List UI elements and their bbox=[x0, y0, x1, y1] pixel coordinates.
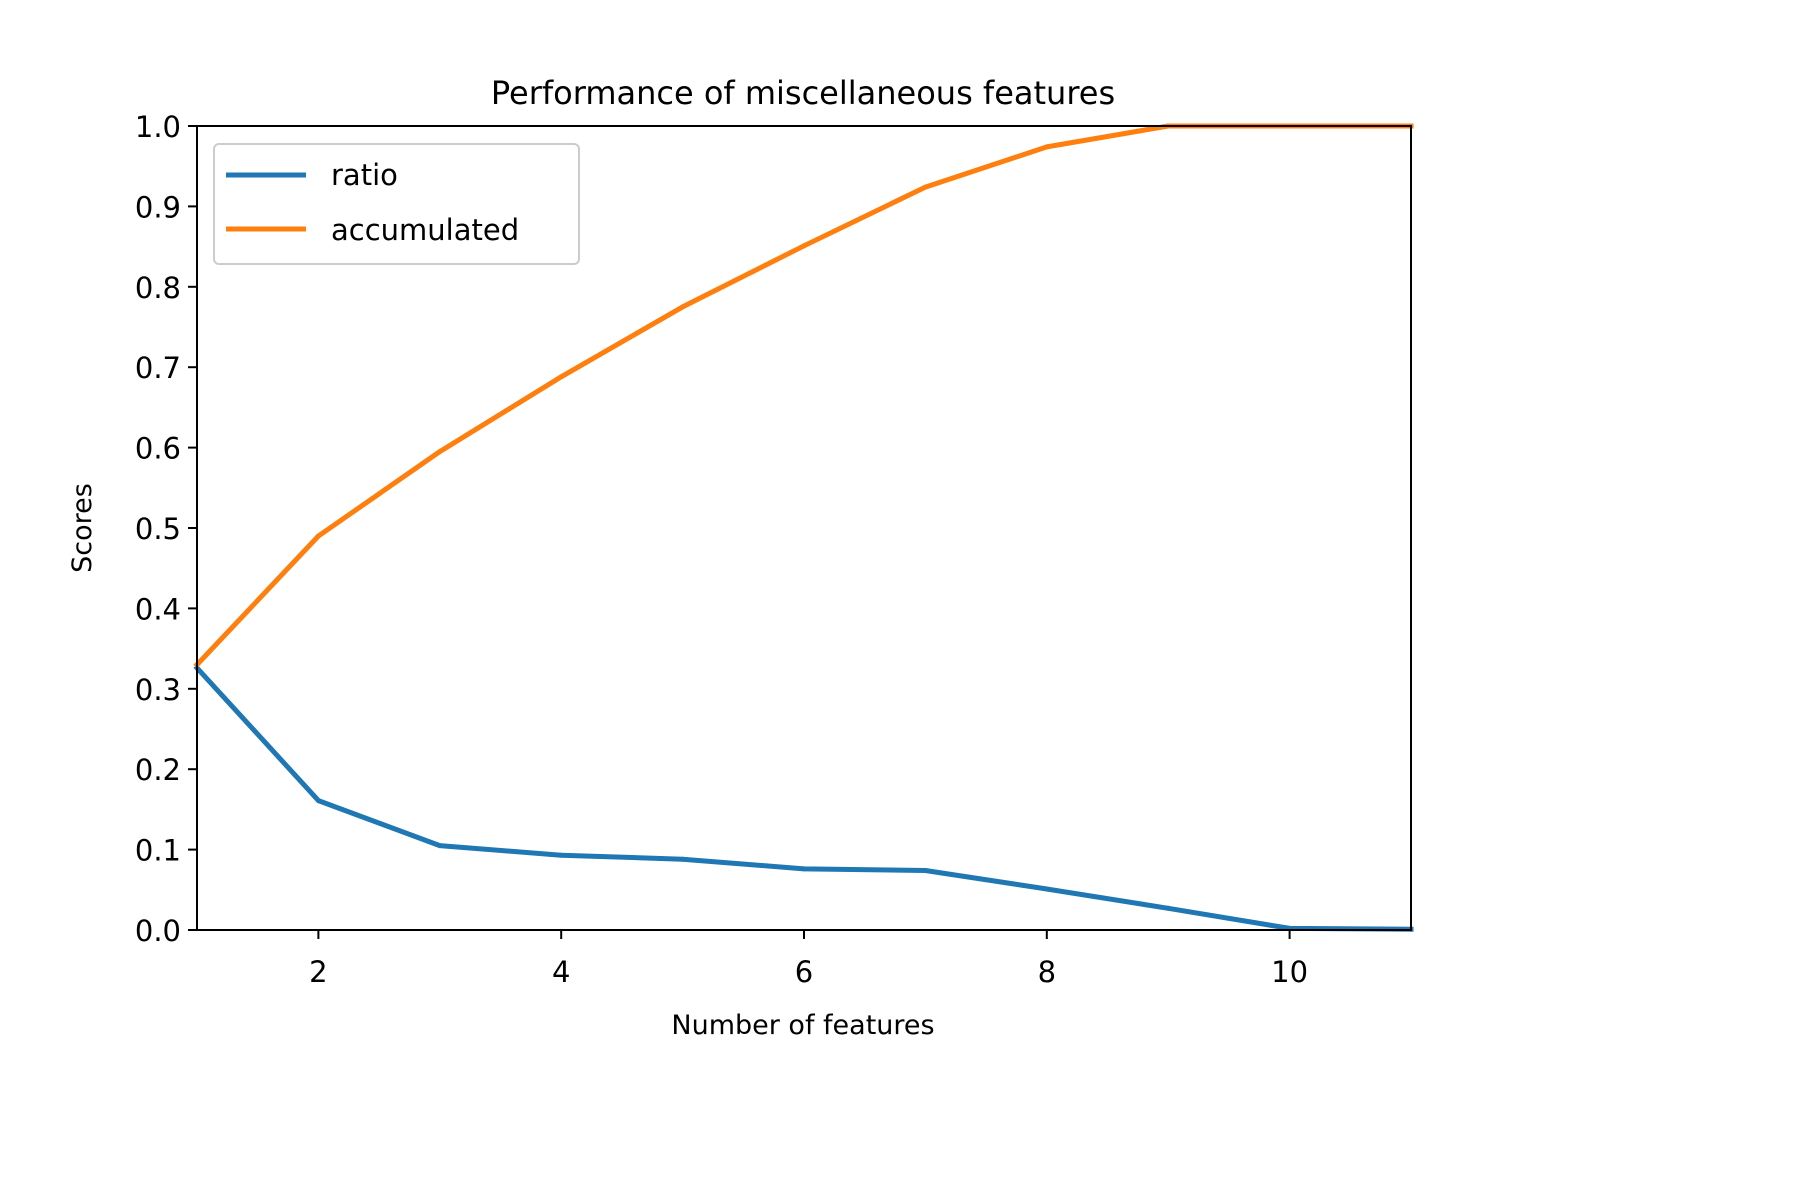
data-point-accumulated bbox=[680, 304, 686, 310]
data-point-accumulated bbox=[437, 449, 443, 455]
data-point-accumulated bbox=[1044, 144, 1050, 150]
y-tick-label: 0.0 bbox=[135, 914, 181, 948]
y-tick-label: 0.9 bbox=[135, 190, 181, 224]
y-tick-label: 1.0 bbox=[135, 110, 181, 144]
x-tick-label: 2 bbox=[309, 955, 327, 989]
x-axis-ticks: 2 4 6 8 10 bbox=[309, 930, 1308, 989]
x-tick-label: 4 bbox=[552, 955, 570, 989]
data-point-ratio bbox=[680, 856, 686, 862]
y-axis-label: Scores bbox=[67, 483, 98, 573]
legend: ratio accumulated bbox=[213, 143, 580, 265]
data-point-ratio bbox=[315, 798, 321, 804]
y-tick-label: 0.3 bbox=[135, 673, 181, 707]
chart-title: Performance of miscellaneous features bbox=[491, 74, 1115, 112]
data-point-accumulated bbox=[922, 184, 928, 190]
legend-label-ratio: ratio bbox=[331, 158, 398, 192]
data-point-ratio bbox=[922, 868, 928, 873]
data-point-accumulated bbox=[558, 374, 564, 380]
data-point-ratio bbox=[801, 866, 807, 872]
x-tick-label: 8 bbox=[1038, 955, 1056, 989]
legend-label-accumulated: accumulated bbox=[331, 213, 519, 247]
series-line-ratio bbox=[193, 664, 1414, 932]
y-tick-label: 0.1 bbox=[135, 834, 181, 868]
y-tick-label: 0.5 bbox=[135, 512, 181, 546]
data-point-ratio bbox=[558, 852, 564, 858]
data-point-ratio bbox=[1044, 886, 1050, 892]
data-point-accumulated bbox=[315, 533, 321, 539]
x-tick-label: 6 bbox=[795, 955, 813, 989]
y-axis-ticks: 0.0 0.1 0.2 0.3 0.4 0.5 0.6 0.7 0.8 0.9 1.0 bbox=[135, 110, 197, 948]
data-point-ratio bbox=[1165, 905, 1171, 911]
y-tick-label: 0.4 bbox=[135, 592, 181, 626]
data-point-accumulated bbox=[801, 243, 807, 249]
y-tick-label: 0.8 bbox=[135, 271, 181, 305]
y-tick-label: 0.2 bbox=[135, 753, 181, 787]
x-axis-label: Number of features bbox=[671, 1010, 934, 1041]
y-tick-label: 0.6 bbox=[135, 432, 181, 466]
y-tick-label: 0.7 bbox=[135, 351, 181, 385]
data-point-ratio bbox=[437, 843, 443, 849]
x-tick-label: 10 bbox=[1271, 955, 1308, 989]
